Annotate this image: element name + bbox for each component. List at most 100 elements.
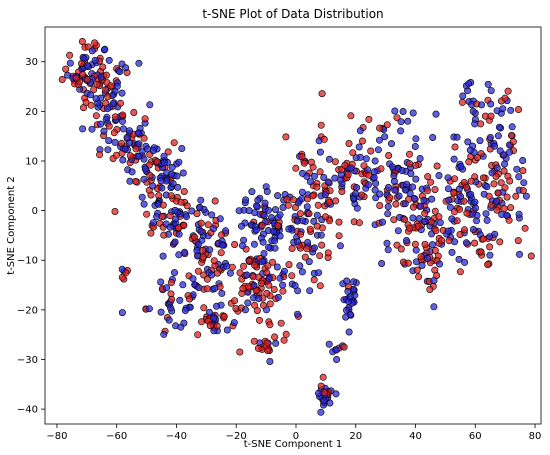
scatter-point-1027	[464, 138, 472, 146]
scatter-point-66	[72, 74, 80, 82]
scatter-point-365	[208, 211, 216, 219]
scatter-point-603	[250, 240, 258, 248]
scatter-point-1159	[493, 164, 501, 172]
scatter-point-413	[181, 306, 189, 314]
scatter-point-729	[320, 396, 328, 404]
scatter-point-593	[250, 337, 258, 345]
scatter-point-333	[194, 331, 202, 339]
scatter-point-744	[335, 232, 343, 240]
scatter-point-385	[216, 215, 224, 223]
scatter-point-249	[168, 163, 176, 171]
scatter-point-169	[135, 140, 143, 148]
x-tick-label--40: −40	[166, 431, 187, 442]
scatter-point-859	[283, 195, 291, 203]
scatter-point-1040	[450, 155, 458, 163]
scatter-point-123	[111, 113, 119, 121]
scatter-point-893	[409, 183, 417, 191]
scatter-point-1062	[450, 189, 458, 197]
scatter-point-403	[167, 278, 175, 286]
scatter-point-786	[344, 171, 352, 179]
scatter-point-1006	[482, 210, 490, 218]
scatter-point-434	[213, 302, 221, 310]
scatter-point-765	[367, 147, 375, 155]
scatter-point-304	[169, 180, 177, 188]
y-tick-label-10: 10	[25, 156, 38, 167]
scatter-point-647	[315, 269, 323, 277]
scatter-point-984	[435, 213, 443, 221]
scatter-point-842	[313, 183, 321, 191]
scatter-point-815	[355, 219, 363, 227]
scatter-point-569	[228, 263, 236, 271]
scatter-point-1208	[462, 239, 470, 247]
scatter-point-887	[406, 190, 414, 198]
scatter-point-1009	[444, 174, 452, 182]
scatter-point-1205	[522, 192, 530, 200]
scatter-point-418	[118, 309, 126, 317]
scatter-point-47	[105, 56, 113, 64]
scatter-point-22	[90, 86, 98, 94]
scatter-point-507	[242, 196, 250, 204]
scatter-point-512	[258, 221, 266, 229]
scatter-point-505	[235, 207, 243, 215]
scatter-point-89	[117, 99, 125, 107]
scatter-point-522	[244, 299, 252, 307]
scatter-point-97	[135, 59, 143, 67]
scatter-point-471	[254, 196, 262, 204]
scatter-point-966	[438, 237, 446, 245]
scatter-point-118	[92, 95, 100, 103]
scatter-point-602	[239, 285, 247, 293]
scatter-point-1093	[453, 133, 461, 141]
scatter-point-504	[253, 202, 261, 210]
scatter-point-809	[353, 184, 361, 192]
scatter-point-648	[285, 225, 293, 233]
scatter-point-232	[153, 158, 161, 166]
scatter-point-853	[298, 169, 306, 177]
scatter-point-1135	[507, 132, 515, 140]
scatter-point-327	[217, 249, 225, 257]
y-tick-label-30: 30	[25, 57, 38, 68]
scatter-point-589	[242, 306, 250, 314]
scatter-point-394	[195, 284, 203, 292]
scatter-point-1122	[477, 120, 485, 128]
scatter-point-372	[160, 231, 168, 239]
scatter-point-1145	[490, 180, 498, 188]
scatter-point-1239	[376, 124, 384, 132]
scatter-point-570	[270, 285, 278, 293]
scatter-point-962	[397, 245, 405, 253]
scatter-point-747	[335, 218, 343, 226]
scatter-point-65	[78, 59, 86, 67]
scatter-point-111	[107, 82, 115, 90]
scatter-point-13	[66, 59, 74, 67]
scatter-point-300	[175, 251, 183, 259]
scatter-point-578	[240, 262, 248, 270]
scatter-point-388	[204, 221, 212, 229]
scatter-point-121	[104, 93, 112, 101]
scatter-point-1150	[479, 174, 487, 182]
scatter-point-849	[320, 174, 328, 182]
scatter-point-864	[313, 222, 321, 230]
scatter-point-1174	[519, 157, 527, 165]
scatter-point-1104	[514, 106, 522, 114]
scatter-point-814	[374, 146, 382, 154]
scatter-point-368	[208, 271, 216, 279]
scatter-point-370	[218, 289, 226, 297]
scatter-point-644	[304, 239, 312, 247]
scatter-point-183	[104, 146, 112, 154]
scatter-point-870	[384, 183, 392, 191]
scatter-point-164	[141, 165, 149, 173]
scatter-point-1088	[467, 177, 475, 185]
scatter-point-781	[372, 179, 380, 187]
scatter-point-351	[175, 224, 183, 232]
scatter-point-247	[179, 169, 187, 177]
scatter-point-768	[362, 155, 370, 163]
scatter-point-275	[181, 248, 189, 256]
scatter-point-137	[170, 139, 178, 147]
scatter-point-989	[402, 237, 410, 245]
scatter-point-831	[316, 168, 324, 176]
scatter-point-642	[324, 249, 332, 257]
scatter-point-909	[377, 165, 385, 173]
scatter-point-819	[320, 135, 328, 143]
plot-frame	[44, 26, 542, 425]
scatter-point-356	[189, 275, 197, 283]
